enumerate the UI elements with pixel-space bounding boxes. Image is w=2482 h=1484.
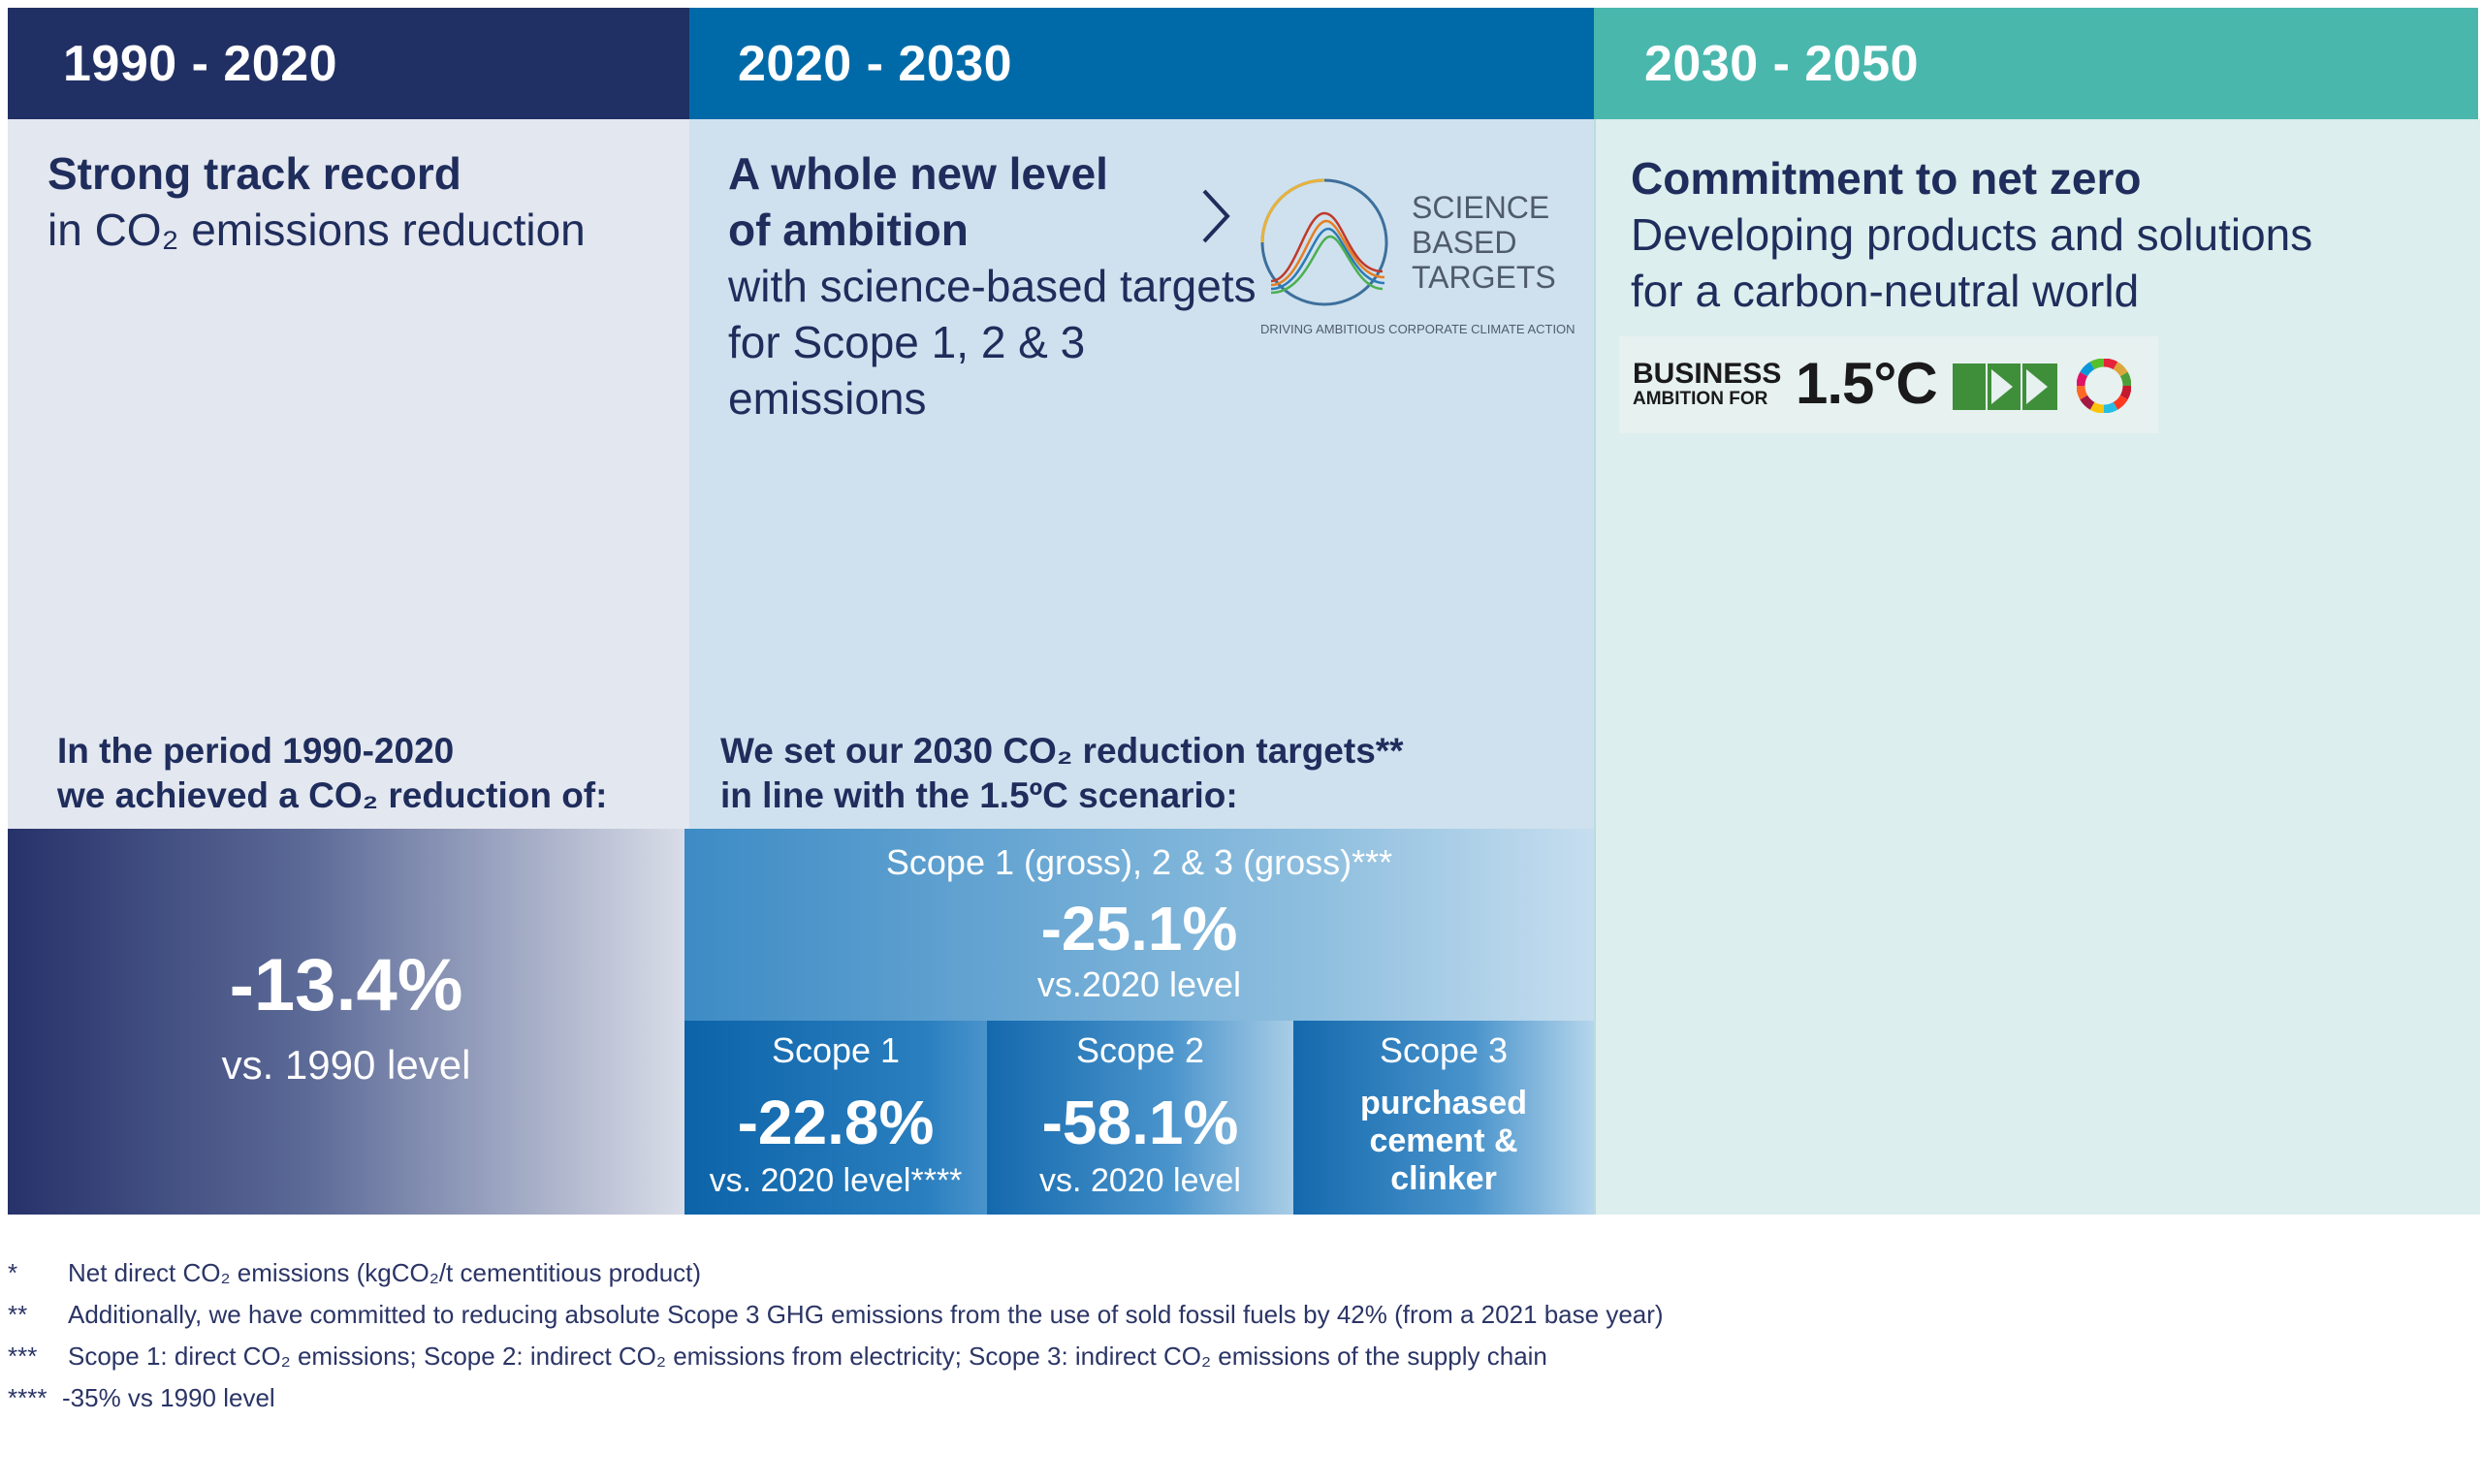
logo-temperature: 1.5°C [1796, 351, 1938, 416]
column-1-heading: Strong track record in CO₂ emissions red… [48, 145, 668, 258]
footnote-mark: ** [8, 1300, 28, 1329]
logo-line1: BUSINESS [1633, 358, 1782, 390]
footnote: *** Scope 1: direct CO₂ emissions; Scope… [0, 1342, 2424, 1374]
scope1-caption: vs. 2020 level**** [709, 1162, 963, 1199]
business-ambition-logo: BUSINESS AMBITION FOR 1.5°C [1619, 336, 2158, 433]
sbt-line1: SCIENCE [1412, 190, 1550, 225]
heading-subtitle-line1: with science-based targets [728, 261, 1257, 311]
footnote: * Net direct CO₂ emissions (kgCO₂/t ceme… [0, 1258, 2424, 1291]
targets-label-line2: in line with the 1.5ºC scenario: [720, 775, 1238, 815]
chevron-right-icon [1202, 189, 1230, 243]
heading-subtitle: in CO₂ emissions reduction [48, 205, 586, 255]
scope1-panel: Scope 1 -22.8% vs. 2020 level**** [684, 1021, 987, 1215]
achieved-panel: -13.4% vs. 1990 level [8, 829, 684, 1215]
sbt-line3: TARGETS [1412, 260, 1556, 295]
combined-target-panel: Scope 1 (gross), 2 & 3 (gross)*** -25.1%… [684, 829, 1594, 1021]
sdg-wheel-icon [2077, 359, 2131, 413]
column-2030-2050 [1594, 119, 2480, 1215]
achieved-value: -13.4% [229, 944, 463, 1026]
period-label: 1990 - 2020 [63, 35, 338, 92]
footnote-text: Scope 1: direct CO₂ emissions; Scope 2: … [68, 1342, 1547, 1371]
targets-label: We set our 2030 CO₂ reduction targets** … [720, 729, 1574, 818]
scope2-label: Scope 2 [1075, 1030, 1205, 1070]
footnote: ** Additionally, we have committed to re… [0, 1300, 2424, 1333]
column-2-heading: A whole new level of ambition with scien… [728, 145, 1271, 426]
scope3-panel: Scope 3 purchased cement & clinker [1293, 1021, 1594, 1215]
sbt-tagline: DRIVING AMBITIOUS CORPORATE CLIMATE ACTI… [1260, 322, 1575, 336]
combined-caption: vs.2020 level [1036, 964, 1242, 1004]
heading-title-line2: of ambition [728, 205, 969, 255]
sbt-line2: BASED [1412, 225, 1517, 260]
scope2-caption: vs. 2020 level [1039, 1162, 1241, 1199]
footnote-mark: * [8, 1258, 18, 1287]
footnote-text: Additionally, we have committed to reduc… [68, 1300, 1664, 1329]
scope3-line3: clinker [1390, 1160, 1497, 1197]
sbt-curves-icon [1260, 178, 1388, 306]
footnote: **** -35% vs 1990 level [0, 1383, 2424, 1416]
scope2-value: -58.1% [1041, 1088, 1239, 1157]
achieved-caption: vs. 1990 level [221, 1042, 471, 1088]
heading-subtitle-line1: Developing products and solutions [1631, 209, 2313, 260]
achieved-label-line1: In the period 1990-2020 [57, 731, 455, 771]
period-label: 2020 - 2030 [738, 35, 1013, 92]
footnote-text: -35% vs 1990 level [62, 1383, 275, 1412]
scope1-value: -22.8% [737, 1088, 935, 1157]
achieved-label: In the period 1990-2020 we achieved a CO… [57, 729, 687, 818]
column-3-heading: Commitment to net zero Developing produc… [1631, 150, 2426, 319]
footnote-text: Net direct CO₂ emissions (kgCO₂/t cement… [68, 1258, 702, 1287]
scope3-line2: cement & [1369, 1122, 1518, 1159]
footnote-mark: *** [8, 1342, 38, 1371]
scope3-label: Scope 3 [1379, 1030, 1509, 1070]
forward-arrows-icon [1953, 363, 2057, 410]
science-based-targets-logo: SCIENCE BASED TARGETS DRIVING AMBITIOUS … [1257, 174, 1575, 339]
combined-scope-label: Scope 1 (gross), 2 & 3 (gross)*** [885, 842, 1393, 882]
scope3-line1: purchased [1360, 1085, 1527, 1121]
heading-title-line1: A whole new level [728, 148, 1108, 199]
heading-title: Commitment to net zero [1631, 153, 2142, 204]
header-2030-2050: 2030 - 2050 [1594, 8, 2478, 119]
heading-title: Strong track record [48, 148, 461, 199]
logo-line2: AMBITION FOR [1633, 389, 1768, 409]
footnote-mark: **** [8, 1383, 48, 1412]
period-label: 2030 - 2050 [1644, 35, 1920, 92]
header-1990-2020: 1990 - 2020 [8, 8, 689, 119]
combined-value: -25.1% [1040, 894, 1238, 963]
targets-label-line1: We set our 2030 CO₂ reduction targets** [720, 731, 1404, 771]
scope2-panel: Scope 2 -58.1% vs. 2020 level [987, 1021, 1293, 1215]
heading-subtitle-line2: for Scope 1, 2 & 3 emissions [728, 317, 1086, 424]
scope1-label: Scope 1 [771, 1030, 901, 1070]
achieved-label-line2: we achieved a CO₂ reduction of: [57, 775, 608, 815]
scope3-description: purchased cement & clinker [1293, 1085, 1594, 1198]
header-2020-2030: 2020 - 2030 [689, 8, 1594, 119]
heading-subtitle-line2: for a carbon-neutral world [1631, 266, 2140, 316]
